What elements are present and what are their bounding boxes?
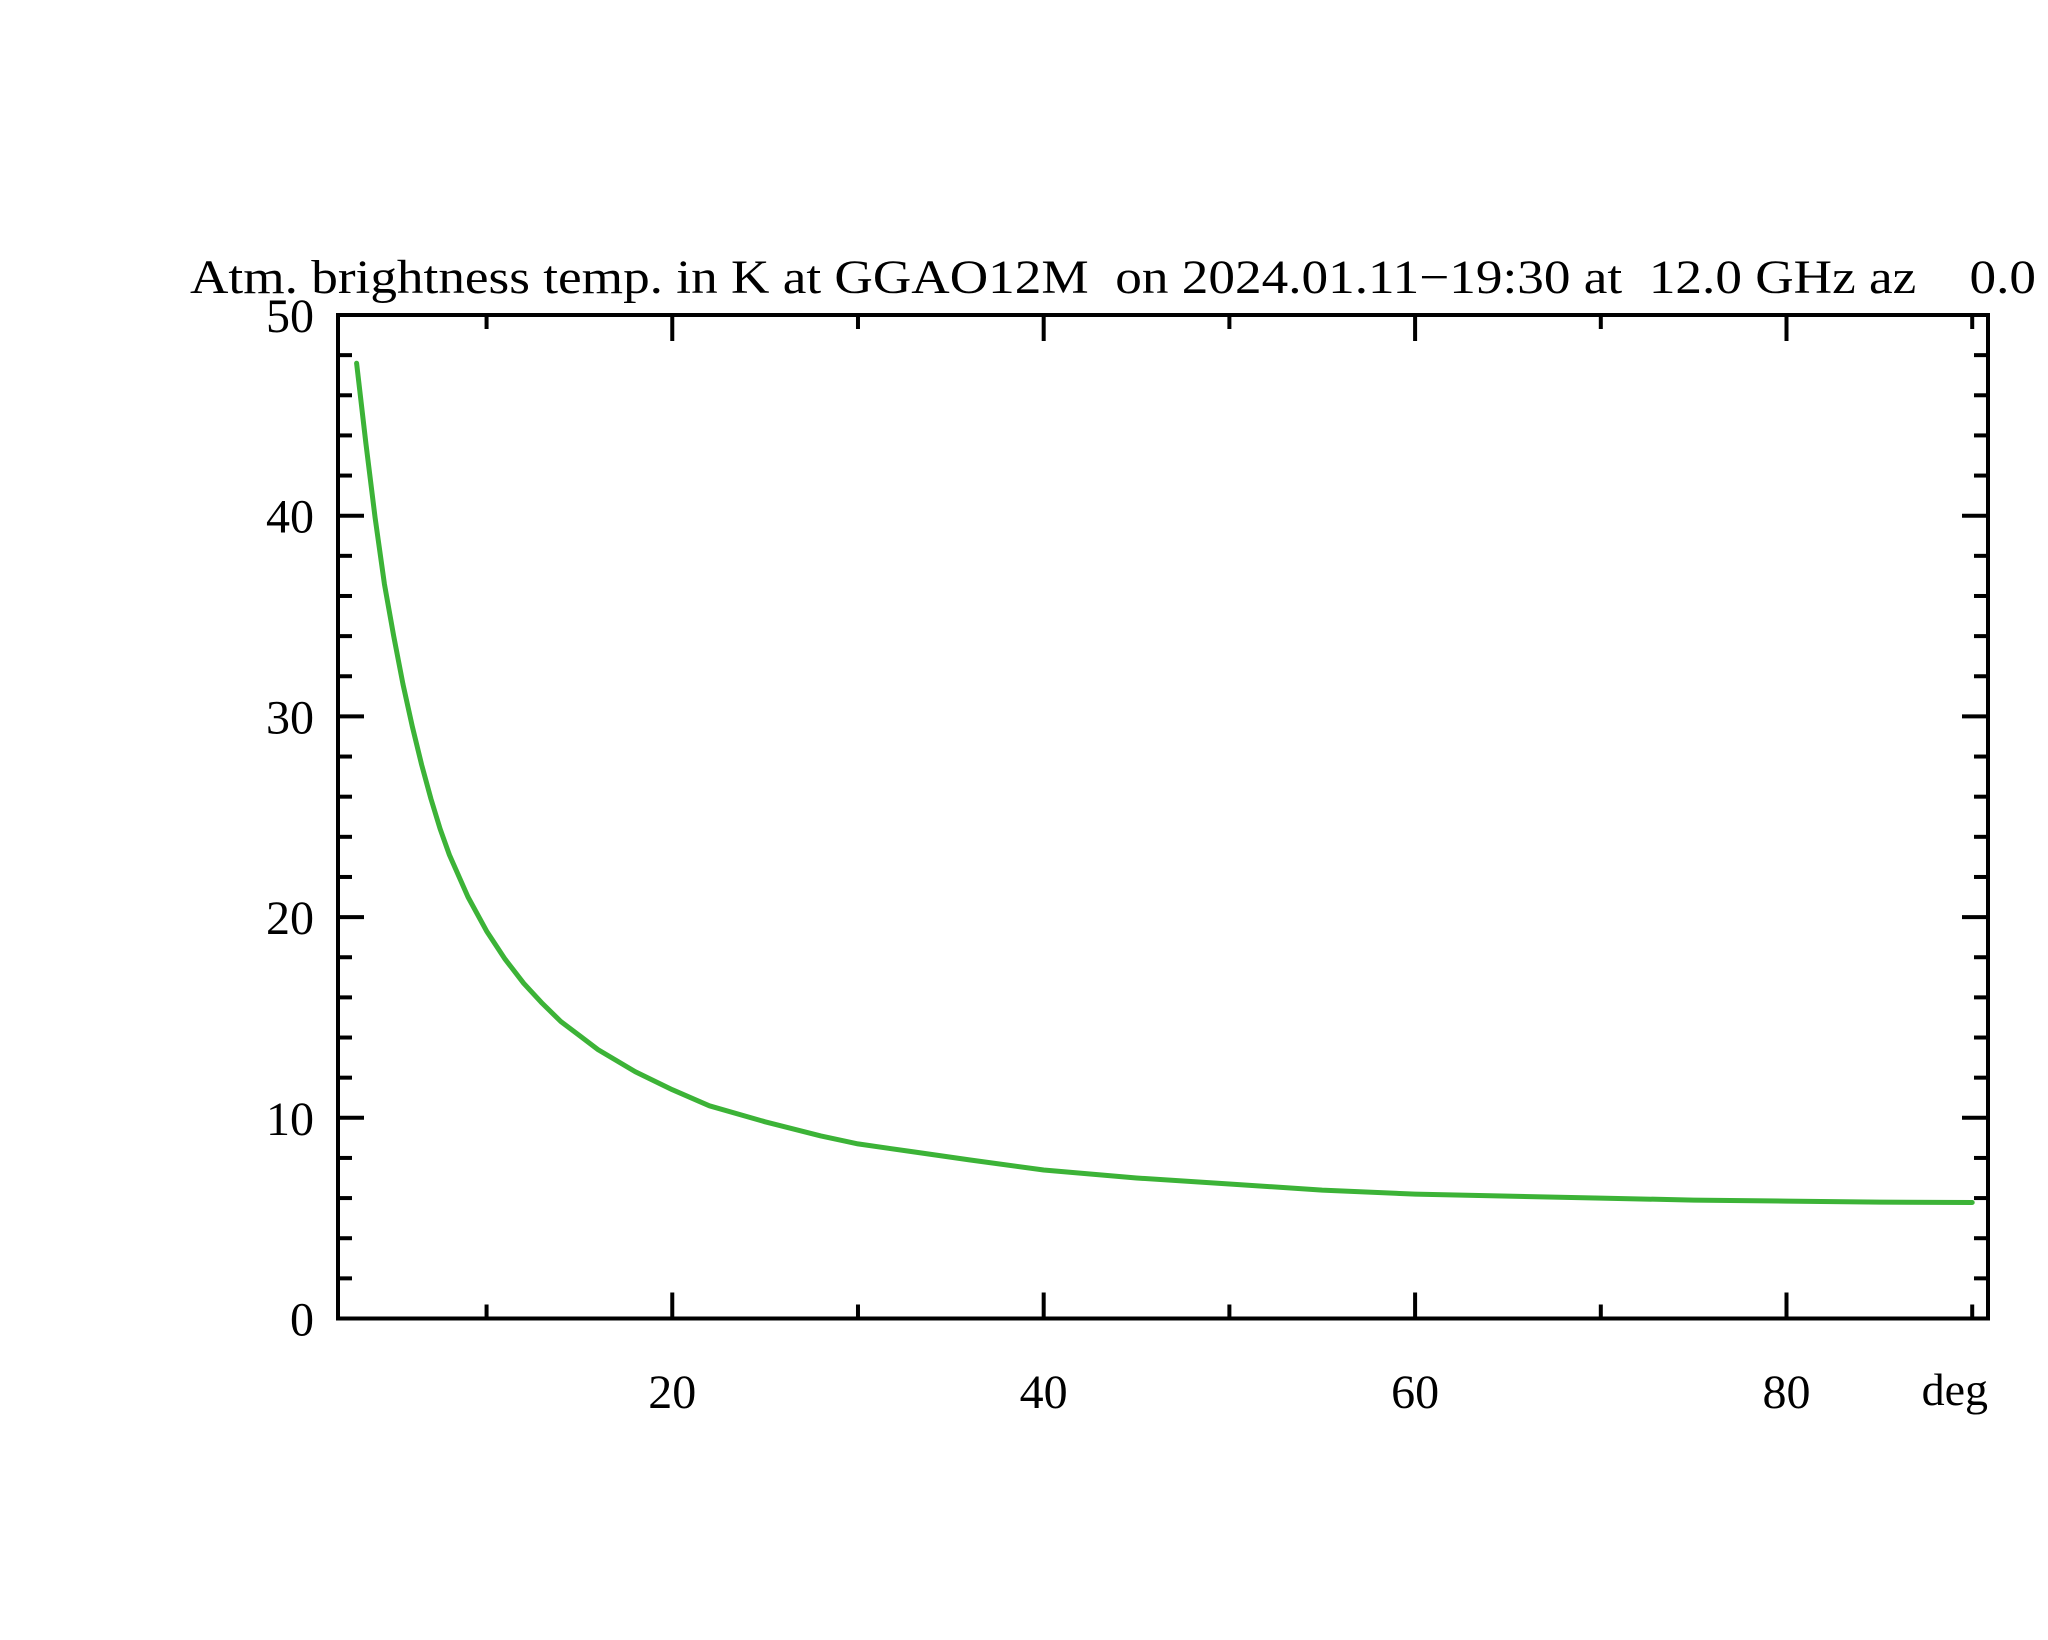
y-tick-label: 10: [266, 1093, 314, 1146]
y-tick-labels: 0 10 20 30 40 50: [266, 290, 314, 1347]
x-tick-label: 20: [648, 1366, 696, 1419]
y-tick-label: 30: [266, 691, 314, 744]
chart-title: Atm. brightness temp. in K at GGAO12M on…: [190, 251, 2036, 304]
x-tick-label: 40: [1020, 1366, 1068, 1419]
y-tick-label: 0: [290, 1294, 314, 1347]
data-curve: [354, 360, 1975, 1205]
y-tick-label: 40: [266, 491, 314, 544]
x-tick-label: 60: [1391, 1366, 1439, 1419]
x-tick-labels: 20 40 60 80: [648, 1366, 1810, 1419]
x-tick-label: 80: [1763, 1366, 1811, 1419]
axis-ticks: [338, 313, 1988, 1321]
y-tick-label: 20: [266, 892, 314, 945]
y-tick-label: 50: [266, 290, 314, 343]
x-axis-unit-label: deg: [1922, 1364, 1988, 1415]
plot-frame: [336, 313, 1990, 1321]
